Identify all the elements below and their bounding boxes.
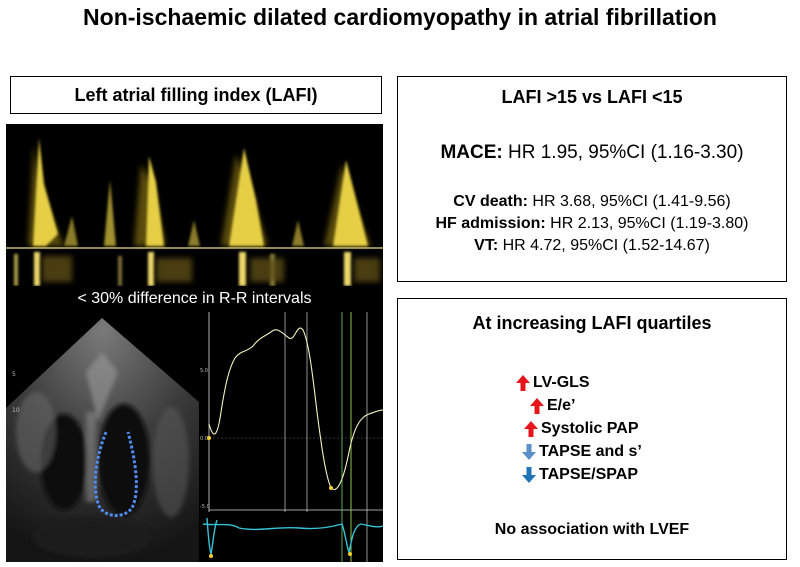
outcome-value: HR 3.68, 95%CI (1.41-9.56) <box>532 193 731 210</box>
mace-value: HR 1.95, 95%CI (1.16-3.30) <box>508 142 744 163</box>
lafi-label-box: Left atrial filling index (LAFI) <box>10 76 382 114</box>
echo-depth-mark-10: 10 <box>12 407 20 414</box>
up-arrow-icon <box>516 374 530 391</box>
quartile-item-label: LV-GLS <box>533 373 590 391</box>
no-association-note: No association with LVEF <box>494 521 690 538</box>
outcome-row: CV death: HR 3.68, 95%CI (1.41-9.56) <box>398 191 786 213</box>
quartile-item-label: TAPSE/SPAP <box>539 465 638 483</box>
quartiles-heading: At increasing LAFI quartiles <box>472 313 712 333</box>
echocardiogram-image: 5 10 <box>6 312 199 562</box>
down-arrow-icon <box>522 443 536 460</box>
strain-tick-minus5: -5.0 <box>200 504 210 510</box>
lafi-comparison-box: LAFI >15 vs LAFI <15 MACE: HR 1.95, 95%C… <box>397 76 787 282</box>
lafi-quartiles-box: At increasing LAFI quartiles LV-GLS E/e’… <box>397 298 787 560</box>
rr-interval-caption: < 30% difference in R-R intervals <box>6 286 383 312</box>
quartile-item-label: TAPSE and s’ <box>539 442 642 460</box>
quartile-item-e-e: E/e’ <box>398 394 786 417</box>
quartile-item-systolic-pap: Systolic PAP <box>398 417 786 440</box>
echo-depth-mark-5: 5 <box>12 371 16 378</box>
outcome-label: CV death: <box>453 193 528 210</box>
outcome-row: VT: HR 4.72, 95%CI (1.52-14.67) <box>398 235 786 257</box>
outcome-label: VT: <box>474 237 499 254</box>
quartile-item-label: E/e’ <box>547 396 576 414</box>
outcome-row: HF admission: HR 2.13, 95%CI (1.19-3.80) <box>398 213 786 235</box>
quartile-item-tapse-s: TAPSE and s’ <box>398 440 786 463</box>
outcome-value: HR 4.72, 95%CI (1.52-14.67) <box>502 237 710 254</box>
outcome-label: HF admission: <box>435 215 546 232</box>
mace-label: MACE: <box>440 142 503 163</box>
page-title: Non-ischaemic dilated cardiomyopathy in … <box>83 4 717 30</box>
doppler-trace-image <box>6 124 383 286</box>
quartile-item-lv-gls: LV-GLS <box>398 371 786 394</box>
strain-curve-image: 5.0 0.0 -5.0 <box>199 312 383 562</box>
down-arrow-icon <box>522 466 536 483</box>
strain-tick-5: 5.0 <box>200 368 208 374</box>
quartile-items: LV-GLS E/e’ Systolic PAP TAPSE and s’ TA… <box>398 371 786 486</box>
up-arrow-icon <box>530 397 544 414</box>
quartile-item-label: Systolic PAP <box>541 419 639 437</box>
strain-tick-0: 0.0 <box>200 436 208 442</box>
mace-result: MACE: HR 1.95, 95%CI (1.16-3.30) <box>398 142 786 164</box>
quartile-item-tapse-spap: TAPSE/SPAP <box>398 463 786 486</box>
comparison-heading: LAFI >15 vs LAFI <15 <box>501 87 683 107</box>
lafi-label: Left atrial filling index (LAFI) <box>74 84 318 105</box>
up-arrow-icon <box>524 420 538 437</box>
outcome-value: HR 2.13, 95%CI (1.19-3.80) <box>550 215 749 232</box>
